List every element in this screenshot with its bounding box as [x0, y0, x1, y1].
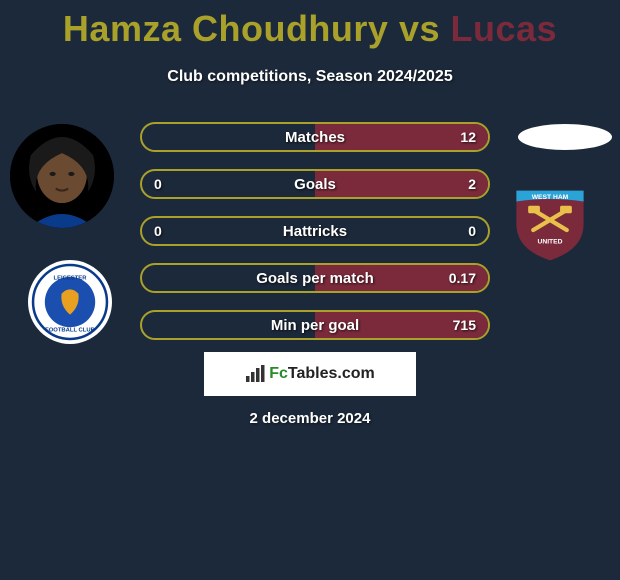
stat-row: Goals per match0.17: [140, 263, 490, 293]
svg-text:UNITED: UNITED: [537, 239, 562, 246]
stat-value-right: 2: [456, 171, 488, 197]
stat-row: Matches12: [140, 122, 490, 152]
player1-name: Hamza Choudhury: [63, 8, 389, 49]
vs-text: vs: [399, 8, 440, 49]
stat-value-right: 0.17: [437, 265, 488, 291]
stat-value-right: 12: [448, 124, 488, 150]
page-title: Hamza Choudhury vs Lucas: [0, 0, 620, 50]
stat-value-left: [142, 312, 166, 338]
chart-icon: [245, 365, 265, 383]
player1-club-badge: LEICESTER FOOTBALL CLUB: [28, 260, 112, 344]
brand-rest: Tables.com: [288, 365, 375, 382]
stat-label: Goals: [142, 171, 488, 197]
subtitle: Club competitions, Season 2024/2025: [0, 68, 620, 86]
stat-label: Hattricks: [142, 218, 488, 244]
player1-photo: [10, 124, 114, 228]
stat-label: Matches: [142, 124, 488, 150]
svg-text:LEICESTER: LEICESTER: [54, 275, 88, 281]
stat-row: Goals0 2: [140, 169, 490, 199]
footer-brand-badge: FcTables.com: [204, 352, 416, 396]
player2-club-badge: WEST HAM UNITED: [508, 178, 592, 262]
date-line: 2 december 2024: [0, 410, 620, 427]
stat-row: Hattricks0 0: [140, 216, 490, 246]
stat-value-left: [142, 265, 166, 291]
stat-value-right: 715: [441, 312, 488, 338]
stat-value-left: 0: [142, 218, 174, 244]
stat-label: Min per goal: [142, 312, 488, 338]
brand-prefix: Fc: [269, 365, 288, 382]
svg-text:FOOTBALL CLUB: FOOTBALL CLUB: [45, 327, 95, 333]
stats-bars: Matches12Goals02Hattricks00Goals per mat…: [140, 122, 490, 357]
stat-row: Min per goal715: [140, 310, 490, 340]
svg-text:WEST HAM: WEST HAM: [532, 194, 569, 201]
player2-photo-placeholder: [518, 124, 612, 150]
stat-value-left: 0: [142, 171, 174, 197]
player2-name: Lucas: [451, 8, 558, 49]
stat-value-left: [142, 124, 166, 150]
stat-value-right: 0: [456, 218, 488, 244]
